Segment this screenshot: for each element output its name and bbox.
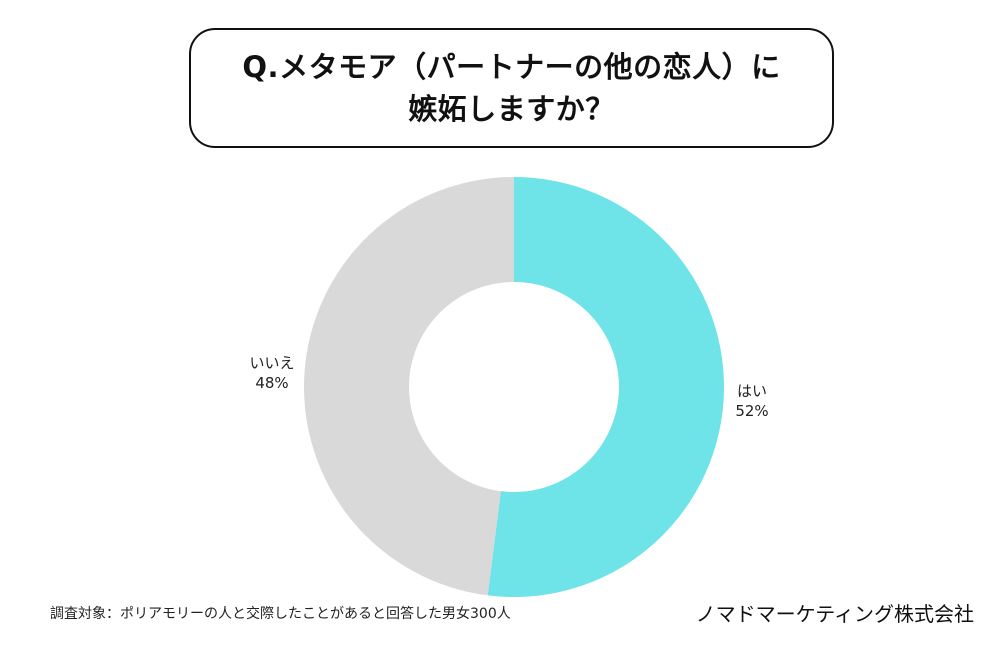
slice-value-yes: 52% <box>735 402 768 420</box>
donut-slice-yes <box>487 177 724 597</box>
survey-footnote: 調査対象：ポリアモリーの人と交際したことがあると回答した男女300人 <box>50 606 511 622</box>
company-name: ノマドマーケティング株式会社 <box>695 602 974 626</box>
slice-label-no: いいえ <box>249 354 294 372</box>
slice-value-no: 48% <box>255 374 288 392</box>
title-box: Q.メタモア（パートナーの他の恋人）に 嫉妬しますか？ <box>189 28 834 148</box>
donut-slice-no <box>303 177 514 596</box>
slice-label-yes: はい <box>737 382 767 400</box>
chart-title-line-1: Q.メタモア（パートナーの他の恋人）に <box>242 50 781 84</box>
chart-title-line-2: 嫉妬しますか？ <box>408 92 615 126</box>
